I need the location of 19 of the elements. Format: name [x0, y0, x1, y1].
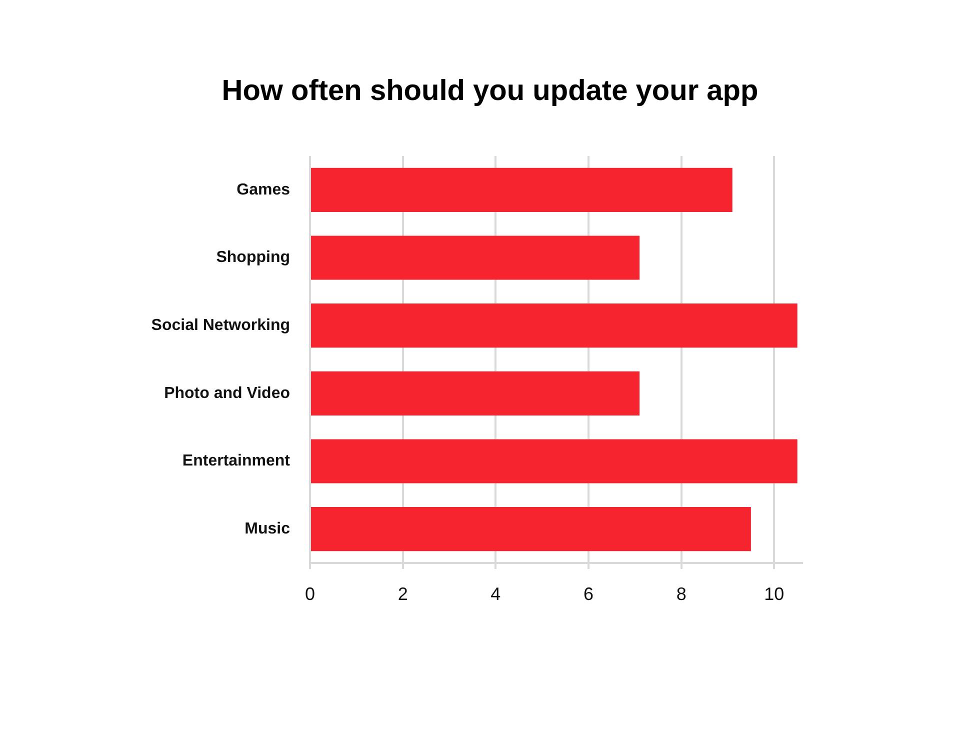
x-tick-label: 8 [676, 584, 686, 604]
y-tick-label: Entertainment [182, 452, 291, 470]
y-tick-label: Shopping [216, 249, 290, 266]
bar [311, 507, 751, 552]
x-tick-label: 6 [583, 584, 594, 604]
y-tick-label: Games [236, 181, 290, 198]
y-tick-label: Photo and Video [164, 384, 290, 402]
bar [311, 439, 798, 484]
y-tick-label: Music [244, 520, 290, 538]
bar [311, 371, 640, 416]
x-tick-label: 0 [304, 584, 316, 604]
x-tick-label: 10 [764, 584, 784, 604]
y-tick-label: Social Networking [151, 316, 290, 334]
bar [311, 304, 798, 348]
bar [311, 236, 640, 280]
bar [311, 168, 732, 212]
x-tick-label: 4 [490, 584, 501, 604]
chart-title: How often should you update your app [222, 75, 758, 107]
x-tick-label: 2 [398, 584, 408, 604]
